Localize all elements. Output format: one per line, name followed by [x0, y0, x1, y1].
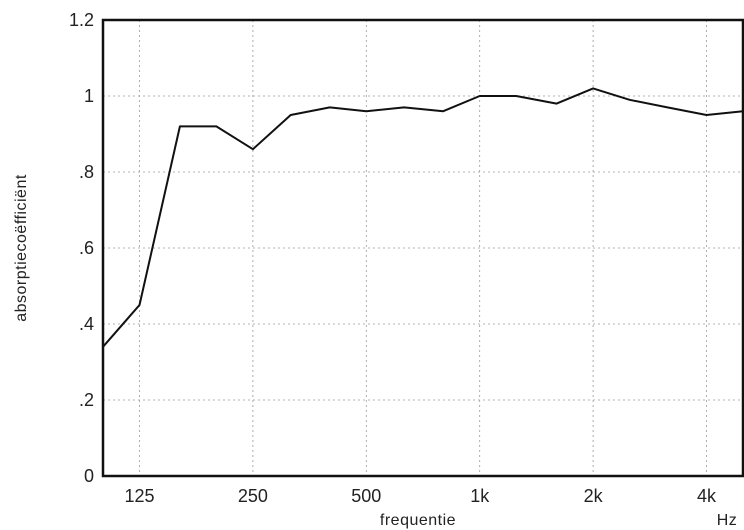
y-tick-label: .2 — [79, 390, 94, 410]
y-axis-label: absorptiecoëfficiënt — [13, 174, 30, 322]
x-tick-label: 1k — [470, 486, 490, 506]
x-axis-label: frequentie — [380, 512, 456, 529]
y-tick-label: .6 — [79, 238, 94, 258]
absorption-line — [102, 87, 744, 348]
x-tick-labels: 125 250 500 1k 2k 4k — [124, 486, 717, 506]
y-tick-labels: 0 .2 .4 .6 .8 1 1.2 — [69, 10, 94, 486]
y-tick-label: .4 — [79, 314, 94, 334]
x-tick-label: 500 — [351, 486, 381, 506]
y-tick-label: 1.2 — [69, 10, 94, 30]
x-tick-label: 4k — [697, 486, 717, 506]
x-unit-label: Hz — [717, 512, 738, 529]
y-tick-label: 0 — [84, 466, 94, 486]
y-tick-label: 1 — [84, 86, 94, 106]
x-tick-label: 2k — [584, 486, 604, 506]
x-tick-label: 125 — [124, 486, 154, 506]
x-tick-label: 250 — [238, 486, 268, 506]
y-tick-label: .8 — [79, 162, 94, 182]
gridlines — [103, 20, 743, 476]
plot-frame — [101, 18, 744, 478]
